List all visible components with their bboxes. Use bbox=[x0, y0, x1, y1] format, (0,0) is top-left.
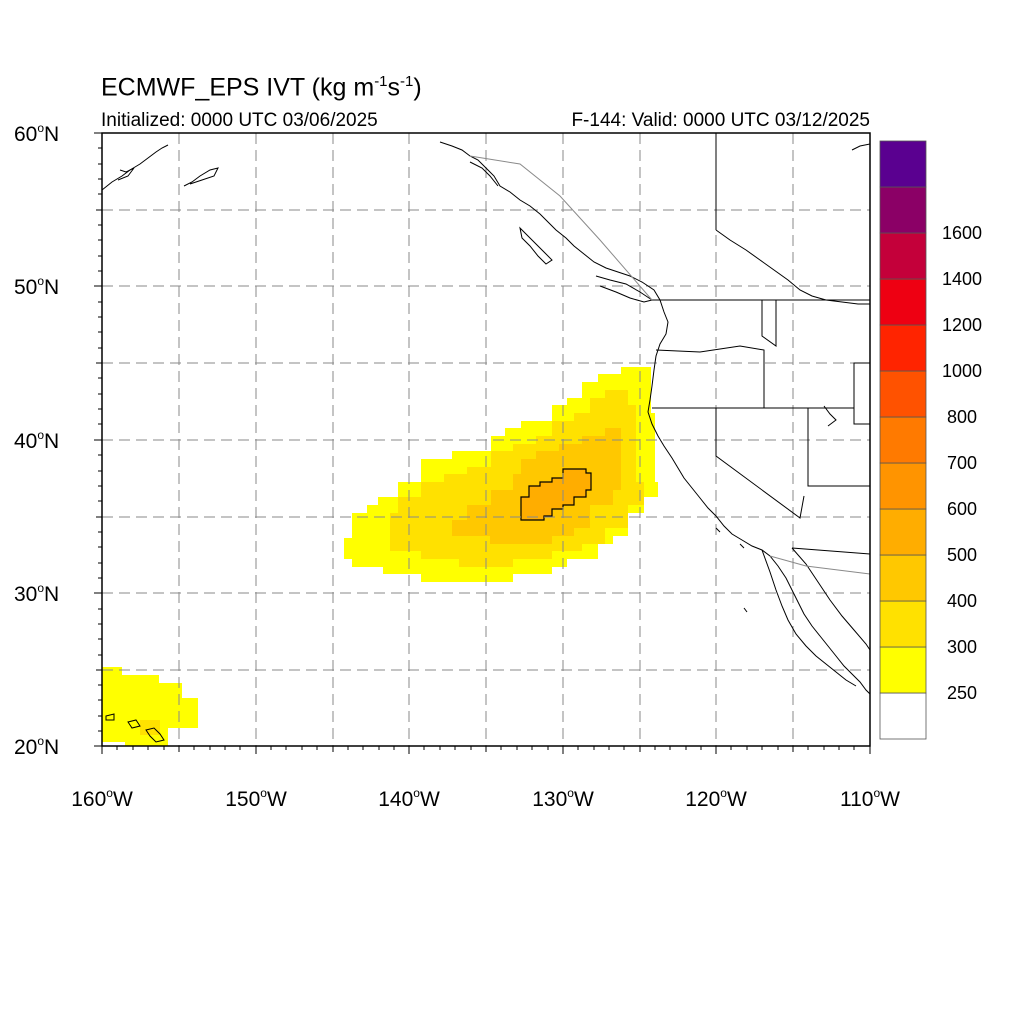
colorbar-label: 1000 bbox=[942, 361, 982, 381]
lon-label-110: 110oW bbox=[840, 786, 900, 811]
country-borders bbox=[469, 155, 870, 575]
colorbar-swatch bbox=[879, 508, 927, 556]
latitude-labels: 60oN 50oN 40oN 30oN 20oN bbox=[14, 121, 59, 759]
initialized-time: Initialized: 0000 UTC 03/06/2025 bbox=[101, 110, 378, 131]
axis-ticks bbox=[94, 132, 871, 754]
colorbar-swatch bbox=[879, 692, 927, 740]
ivt-band-500 bbox=[520, 468, 592, 521]
colorbar-label: 1400 bbox=[942, 269, 982, 289]
colorbar-swatch bbox=[879, 140, 927, 188]
coastlines bbox=[102, 141, 870, 743]
colorbar-label: 1600 bbox=[942, 223, 982, 243]
lat-label-40: 40oN bbox=[14, 428, 59, 453]
longitude-labels: 160oW 150oW 140oW 130oW 120oW 110oW bbox=[71, 786, 900, 811]
lat-label-50: 50oN bbox=[14, 274, 59, 299]
colorbar-swatch bbox=[879, 600, 927, 648]
colorbar-swatch bbox=[879, 324, 927, 372]
colorbar-label: 300 bbox=[947, 637, 977, 657]
chart-title: ECMWF_EPS IVT (kg m-1s-1) bbox=[101, 73, 422, 102]
lon-label-120: 120oW bbox=[685, 786, 747, 811]
ivt-field-ar bbox=[344, 367, 658, 582]
ivt-field-hawaii bbox=[102, 667, 198, 746]
lon-label-130: 130oW bbox=[532, 786, 594, 811]
lon-label-160: 160oW bbox=[71, 786, 133, 811]
lat-label-30: 30oN bbox=[14, 581, 59, 606]
colorbar: 250 300 400 500 600 700 800 1000 1200 1400 1600 bbox=[879, 140, 982, 740]
colorbar-label: 400 bbox=[947, 591, 977, 611]
colorbar-swatch bbox=[879, 646, 927, 694]
lat-label-60: 60oN bbox=[14, 121, 59, 146]
lat-label-20: 20oN bbox=[14, 734, 59, 759]
colorbar-swatch bbox=[879, 278, 927, 326]
colorbar-swatch bbox=[879, 186, 927, 234]
colorbar-label: 800 bbox=[947, 407, 977, 427]
colorbar-label: 600 bbox=[947, 499, 977, 519]
political-boundaries bbox=[652, 133, 870, 555]
lon-label-150: 150oW bbox=[225, 786, 287, 811]
graticule bbox=[102, 133, 870, 746]
colorbar-swatch bbox=[879, 554, 927, 602]
colorbar-label: 500 bbox=[947, 545, 977, 565]
lon-label-140: 140oW bbox=[378, 786, 440, 811]
colorbar-swatch bbox=[879, 232, 927, 280]
colorbar-swatch bbox=[879, 370, 927, 418]
colorbar-swatch bbox=[879, 416, 927, 464]
colorbar-label: 1200 bbox=[942, 315, 982, 335]
colorbar-label: 250 bbox=[947, 683, 977, 703]
colorbar-swatch bbox=[879, 462, 927, 510]
valid-time: F-144: Valid: 0000 UTC 03/12/2025 bbox=[571, 110, 870, 131]
colorbar-label: 700 bbox=[947, 453, 977, 473]
